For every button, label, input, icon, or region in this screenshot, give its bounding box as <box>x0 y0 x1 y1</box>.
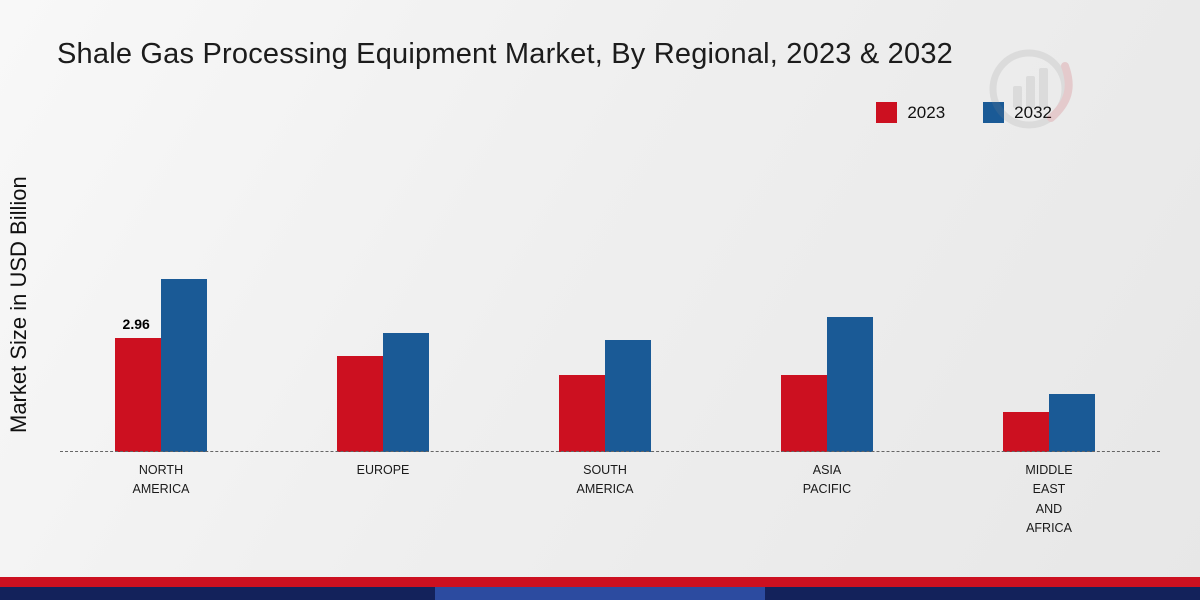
legend-label-2023: 2023 <box>907 102 946 122</box>
legend-swatch-2032 <box>983 102 1005 123</box>
legend: 2023 2032 <box>876 102 1052 123</box>
legend-swatch-2023 <box>876 102 898 123</box>
bar-group-europe: EUROPE <box>337 0 429 477</box>
category-label-europe: EUROPE <box>356 463 410 477</box>
y-axis-label: Market Size in USD Billion <box>6 176 31 434</box>
legend-item-2023: 2023 <box>876 102 945 123</box>
category-label-middle-east-and-africa: MIDDLE EAST AND AFRICA <box>1025 463 1073 536</box>
bar-group-north-america: 2.96 NORTH AMERICA <box>115 0 207 496</box>
chart-title: Shale Gas Processing Equipment Market, B… <box>57 38 953 70</box>
footer-center-box <box>435 587 765 600</box>
bar-2023-south-america <box>559 375 605 452</box>
watermark-logo <box>973 48 1085 135</box>
bar-2023-europe <box>337 356 383 452</box>
plot-area: 2.96 NORTH AMERICA EUROPE SOUTH AMERICA ASIA PA… <box>50 0 1160 535</box>
footer-red-strip <box>0 577 1200 587</box>
bar-2032-north-america <box>161 279 207 452</box>
legend-label-2032: 2032 <box>1014 102 1052 122</box>
category-label-asia-pacific: ASIA PACIFIC <box>802 463 852 497</box>
bar-group-asia-pacific: ASIA PACIFIC <box>781 0 873 496</box>
zero-baseline <box>60 451 1160 452</box>
bar-2032-asia-pacific <box>827 317 873 452</box>
category-label-north-america: NORTH AMERICA <box>132 463 190 497</box>
bar-2023-middle-east-and-africa <box>1003 412 1049 452</box>
bar-value-label: 2.96 <box>122 316 150 332</box>
category-label-south-america: SOUTH AMERICA <box>576 463 634 497</box>
footer-navy-strip <box>0 587 1200 600</box>
bar-group-middle-east-and-africa: MIDDLE EAST AND AFRICA <box>1003 0 1095 535</box>
bar-groups: 2.96 NORTH AMERICA EUROPE SOUTH AMERICA ASIA PA… <box>50 0 1160 535</box>
bar-group-south-america: SOUTH AMERICA <box>559 0 651 496</box>
bar-2023-asia-pacific <box>781 375 827 452</box>
bar-2023-north-america: 2.96 <box>115 316 161 452</box>
bar-2032-south-america <box>605 340 651 452</box>
bar-2032-europe <box>383 333 429 452</box>
legend-item-2032: 2032 <box>983 102 1052 123</box>
bar-2032-middle-east-and-africa <box>1049 394 1095 452</box>
